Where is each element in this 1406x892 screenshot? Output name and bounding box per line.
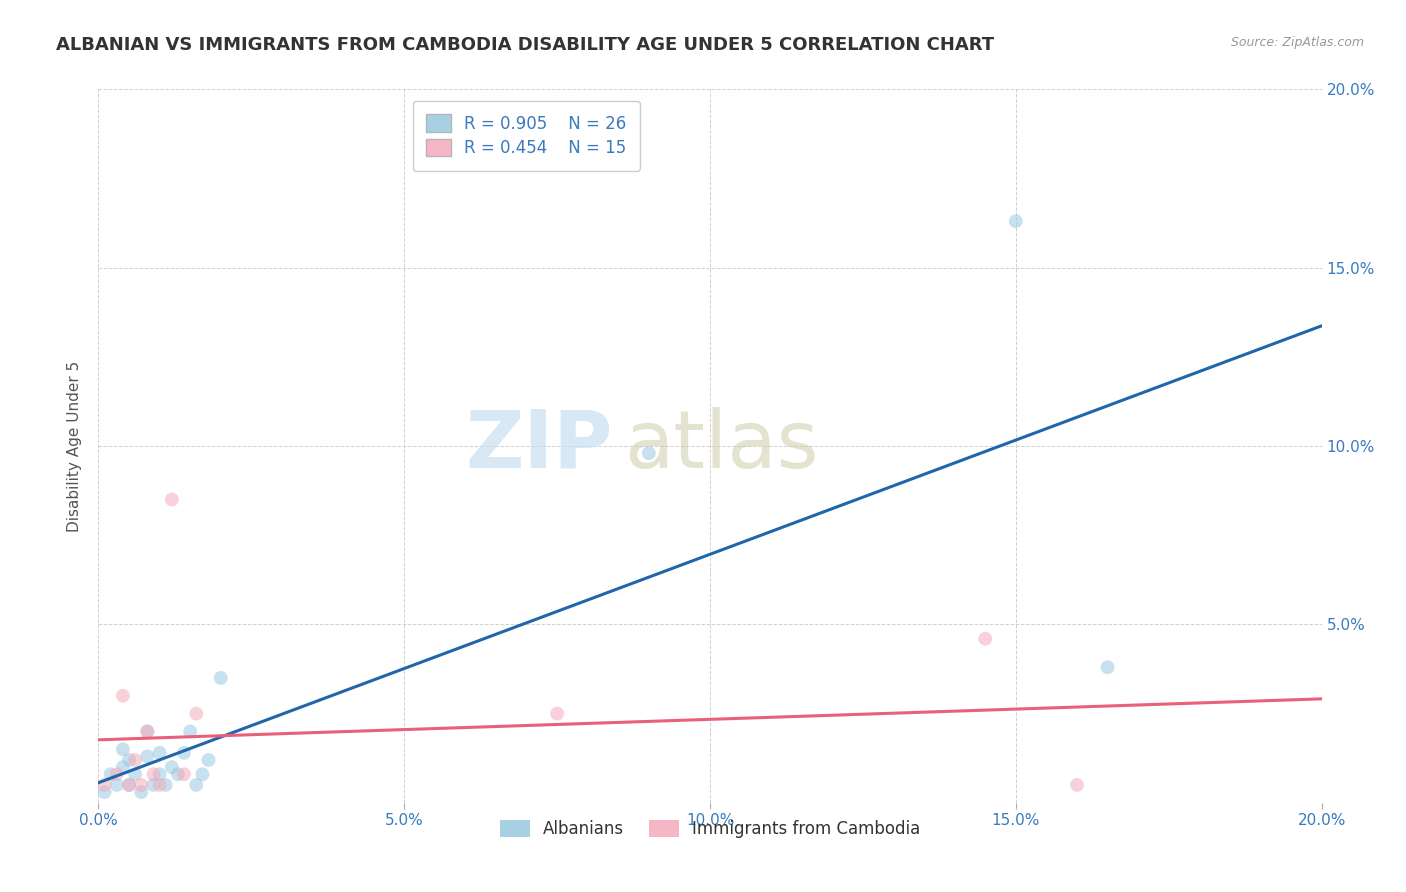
Point xyxy=(155,778,177,792)
Point xyxy=(93,785,115,799)
Text: ZIP: ZIP xyxy=(465,407,612,485)
Point xyxy=(111,742,134,756)
Point xyxy=(637,446,661,460)
Point xyxy=(124,753,146,767)
Text: ALBANIAN VS IMMIGRANTS FROM CAMBODIA DISABILITY AGE UNDER 5 CORRELATION CHART: ALBANIAN VS IMMIGRANTS FROM CAMBODIA DIS… xyxy=(56,36,994,54)
Text: Source: ZipAtlas.com: Source: ZipAtlas.com xyxy=(1230,36,1364,49)
Point xyxy=(209,671,232,685)
Point xyxy=(173,746,195,760)
Point xyxy=(1004,214,1026,228)
Point xyxy=(124,767,146,781)
Point xyxy=(167,767,190,781)
Point xyxy=(129,785,152,799)
Point xyxy=(160,492,183,507)
Legend: Albanians, Immigrants from Cambodia: Albanians, Immigrants from Cambodia xyxy=(494,813,927,845)
Point xyxy=(546,706,568,721)
Point xyxy=(105,767,128,781)
Point xyxy=(149,767,172,781)
Point xyxy=(149,778,172,792)
Point xyxy=(100,767,122,781)
Point xyxy=(1097,660,1119,674)
Point xyxy=(111,760,134,774)
Point xyxy=(105,778,128,792)
Point xyxy=(173,767,195,781)
Point xyxy=(974,632,997,646)
Point xyxy=(197,753,219,767)
Point xyxy=(118,778,141,792)
Point xyxy=(118,778,141,792)
Point xyxy=(129,778,152,792)
Point xyxy=(93,778,115,792)
Point xyxy=(1066,778,1088,792)
Point xyxy=(191,767,214,781)
Point xyxy=(142,767,165,781)
Point xyxy=(136,724,159,739)
Y-axis label: Disability Age Under 5: Disability Age Under 5 xyxy=(67,360,83,532)
Point xyxy=(160,760,183,774)
Point xyxy=(186,706,208,721)
Point xyxy=(149,746,172,760)
Text: atlas: atlas xyxy=(624,407,818,485)
Point xyxy=(118,753,141,767)
Point xyxy=(136,749,159,764)
Point xyxy=(186,778,208,792)
Point xyxy=(136,724,159,739)
Point xyxy=(142,778,165,792)
Point xyxy=(179,724,201,739)
Point xyxy=(111,689,134,703)
